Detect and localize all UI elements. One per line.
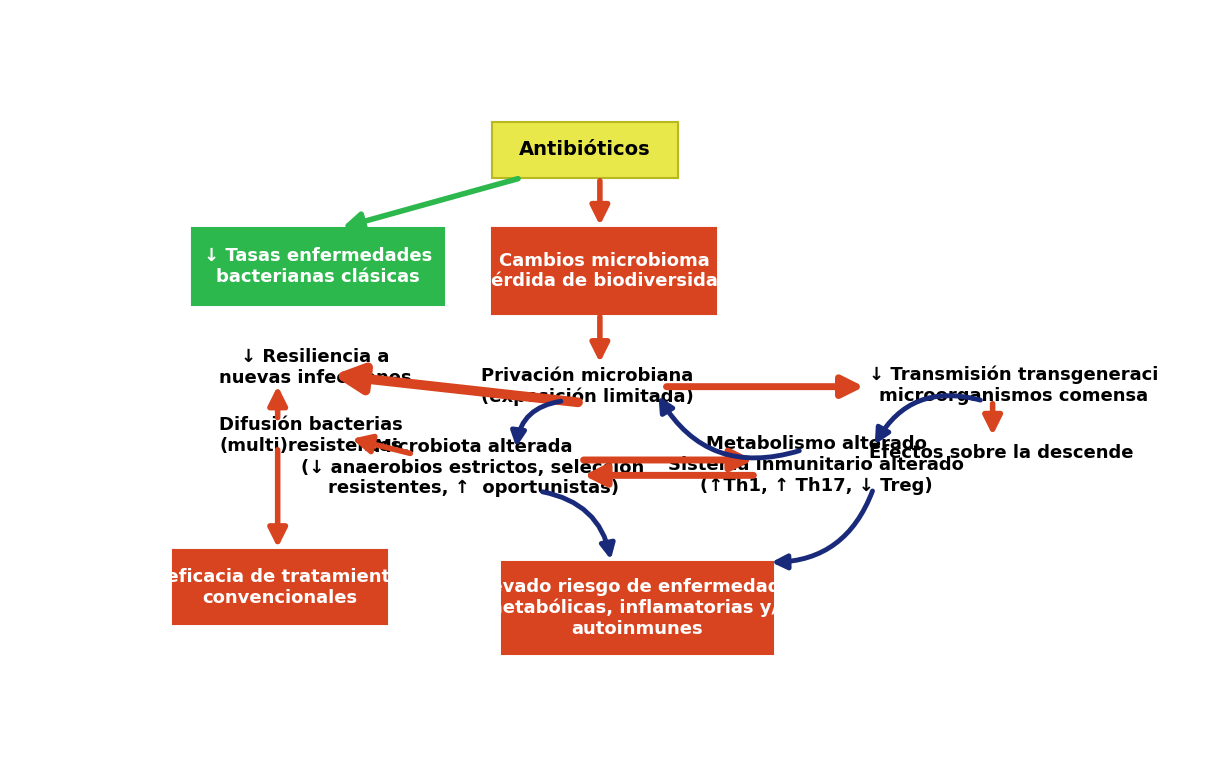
Text: Metabolismo alterado
Sistema inmunitario alterado
(↑Th1, ↑ Th17, ↓ Treg): Metabolismo alterado Sistema inmunitario… xyxy=(668,435,964,495)
Text: Efectos sobre la descende: Efectos sobre la descende xyxy=(868,444,1133,462)
FancyBboxPatch shape xyxy=(502,562,774,654)
Text: Microbiota alterada
(↓ anaerobios estrictos, selección
resistentes, ↑  oportunis: Microbiota alterada (↓ anaerobios estric… xyxy=(301,438,645,498)
Text: ↓ Resiliencia a
nuevas infecciones: ↓ Resiliencia a nuevas infecciones xyxy=(219,348,411,386)
FancyBboxPatch shape xyxy=(172,551,387,624)
Text: ↓ Transmisión transgeneraci
microorganismos comensa: ↓ Transmisión transgeneraci microorganis… xyxy=(868,366,1159,405)
Text: Privación microbiana
(exposición limitada): Privación microbiana (exposición limitad… xyxy=(481,367,694,406)
FancyBboxPatch shape xyxy=(492,121,678,178)
Text: Difusión bacterias
(multi)resistentes: Difusión bacterias (multi)resistentes xyxy=(219,415,402,455)
Text: Antibióticos: Antibióticos xyxy=(519,141,651,159)
FancyBboxPatch shape xyxy=(192,228,444,305)
Text: Cambios microbioma
Pérdida de biodiversidad: Cambios microbioma Pérdida de biodiversi… xyxy=(477,252,731,290)
Text: Elevado riesgo de enfermedades
metabólicas, inflamatorias y/o
autoinmunes: Elevado riesgo de enfermedades metabólic… xyxy=(472,578,803,638)
FancyBboxPatch shape xyxy=(492,228,716,314)
Text: Ineficacia de tratamientos
convencionales: Ineficacia de tratamientos convencionale… xyxy=(148,568,413,607)
Text: ↓ Tasas enfermedades
bacterianas clásicas: ↓ Tasas enfermedades bacterianas clásica… xyxy=(204,247,432,286)
